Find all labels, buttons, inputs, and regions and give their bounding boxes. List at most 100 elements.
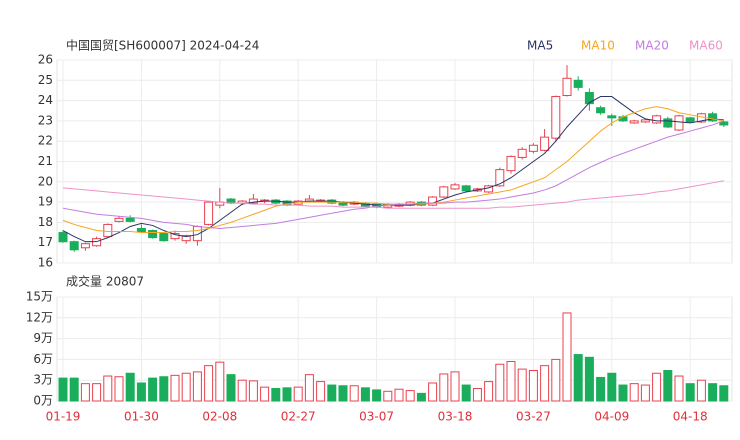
candle-body xyxy=(528,144,538,152)
y-tick-label: 0万 xyxy=(33,394,53,408)
volume-bar xyxy=(360,387,370,402)
volume-bar xyxy=(372,389,382,402)
candle-body xyxy=(540,136,550,151)
candle-body xyxy=(517,148,527,158)
volume-bar xyxy=(58,377,68,402)
candle-body xyxy=(204,201,214,225)
volume-bar xyxy=(271,388,281,402)
x-tick-label: 03-27 xyxy=(516,410,551,424)
candle-body xyxy=(629,120,639,124)
y-tick-label: 3万 xyxy=(33,373,53,387)
volume-bar xyxy=(282,387,292,402)
candle-body xyxy=(439,186,449,198)
volume-bar xyxy=(204,365,214,402)
candle-body xyxy=(652,115,662,124)
candle-body xyxy=(551,96,561,139)
volume-bar xyxy=(685,383,695,402)
legend-entry: MA60 xyxy=(689,39,723,53)
candle-body xyxy=(584,91,594,105)
candle-body xyxy=(461,185,471,192)
volume-bar xyxy=(69,377,79,402)
candle-body xyxy=(428,196,438,206)
candle-body xyxy=(125,217,135,222)
candle-body xyxy=(663,118,673,128)
volume-bar xyxy=(573,354,583,402)
x-tick-label: 03-07 xyxy=(359,410,394,424)
candle-body xyxy=(80,243,90,249)
candle-body xyxy=(495,169,505,187)
candle-body xyxy=(170,233,180,240)
volume-bar xyxy=(652,372,662,402)
candle-body xyxy=(136,227,146,233)
y-tick-label: 26 xyxy=(38,53,53,67)
candle-body xyxy=(248,198,258,204)
x-tick-label: 02-08 xyxy=(202,410,237,424)
volume-bar xyxy=(416,392,426,402)
chart-title: 中国国贸[SH600007] 2024-04-24 xyxy=(66,38,259,53)
volume-bar xyxy=(114,376,124,402)
y-tick-label: 19 xyxy=(38,195,53,209)
y-tick-label: 17 xyxy=(38,235,53,249)
candle-body xyxy=(58,232,68,243)
y-tick-label: 20 xyxy=(38,174,53,188)
volume-bar xyxy=(640,384,650,402)
volume-title: 成交量 20807 xyxy=(66,274,144,289)
volume-bar xyxy=(484,381,494,402)
volume-bar xyxy=(80,383,90,402)
volume-bar xyxy=(159,376,169,402)
volume-bar xyxy=(349,385,359,402)
volume-bar xyxy=(439,373,449,402)
candle-body xyxy=(506,155,516,172)
volume-bar xyxy=(316,381,326,402)
candle-body xyxy=(640,119,650,123)
legend-entry: MA10 xyxy=(581,39,615,53)
volume-bar xyxy=(450,371,460,402)
candle-body xyxy=(674,115,684,131)
volume-bar xyxy=(607,372,617,402)
volume-bar xyxy=(192,371,202,402)
x-tick-label: 01-30 xyxy=(124,410,159,424)
candle-body xyxy=(596,107,606,114)
x-tick-label: 03-18 xyxy=(438,410,473,424)
volume-bar xyxy=(708,383,718,402)
volume-bar xyxy=(136,382,146,402)
candle-body xyxy=(159,233,169,242)
ma-line xyxy=(62,180,724,209)
x-tick-label: 02-27 xyxy=(281,410,316,424)
candle-body xyxy=(69,241,79,251)
volume-bar xyxy=(293,386,303,402)
candle-body xyxy=(103,223,113,238)
volume-bar xyxy=(103,375,113,402)
volume-bar xyxy=(226,374,236,402)
volume-bar xyxy=(237,379,247,402)
legend-entry: MA5 xyxy=(527,39,553,53)
volume-bar xyxy=(506,360,516,402)
volume-bar xyxy=(551,358,561,402)
x-tick-label: 04-18 xyxy=(673,410,708,424)
volume-bar xyxy=(517,368,527,402)
volume-bar xyxy=(495,363,505,402)
volume-bar xyxy=(472,388,482,402)
candle-body xyxy=(148,230,158,239)
volume-bar xyxy=(338,385,348,402)
y-tick-label: 6万 xyxy=(33,352,53,366)
volume-bar xyxy=(248,380,258,402)
candle-body xyxy=(92,238,102,247)
volume-bar xyxy=(260,386,270,402)
volume-bar xyxy=(618,384,628,402)
x-tick-label: 01-19 xyxy=(46,410,81,424)
ma-line xyxy=(62,106,724,234)
volume-bar xyxy=(304,374,314,402)
candle-body xyxy=(450,184,460,190)
volume-bar xyxy=(170,374,180,402)
y-tick-label: 25 xyxy=(38,73,53,87)
volume-bar xyxy=(663,369,673,402)
ma-line xyxy=(62,120,724,229)
volume-bar xyxy=(394,388,404,402)
candle-body xyxy=(719,121,729,126)
y-tick-label: 16 xyxy=(38,256,53,270)
volume-bar xyxy=(405,390,415,402)
y-tick-label: 15万 xyxy=(26,290,53,304)
volume-bar xyxy=(596,376,606,402)
